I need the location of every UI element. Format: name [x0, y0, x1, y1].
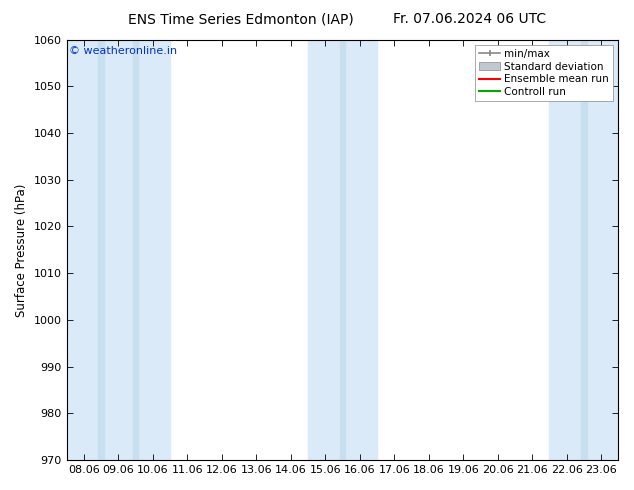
Bar: [308, 40, 377, 460]
Bar: [581, 40, 586, 460]
Bar: [98, 40, 104, 460]
Bar: [67, 40, 170, 460]
Text: ENS Time Series Edmonton (IAP): ENS Time Series Edmonton (IAP): [128, 12, 354, 26]
Y-axis label: Surface Pressure (hPa): Surface Pressure (hPa): [15, 183, 28, 317]
Legend: min/max, Standard deviation, Ensemble mean run, Controll run: min/max, Standard deviation, Ensemble me…: [476, 45, 613, 101]
Bar: [133, 40, 138, 460]
Bar: [340, 40, 346, 460]
Text: Fr. 07.06.2024 06 UTC: Fr. 07.06.2024 06 UTC: [392, 12, 546, 26]
Bar: [550, 40, 619, 460]
Text: © weatheronline.in: © weatheronline.in: [69, 46, 178, 56]
